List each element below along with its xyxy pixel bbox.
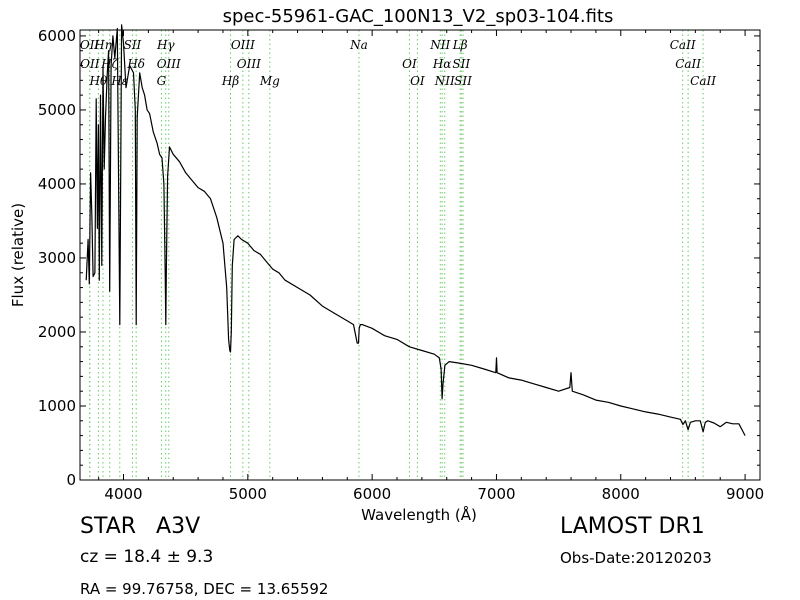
spectrum-line: [85, 24, 746, 436]
line-marker-label: OII: [80, 57, 100, 71]
line-marker-label: Hε: [110, 74, 128, 88]
line-marker-label: Na: [349, 38, 368, 52]
line-marker-label: OIII: [157, 57, 181, 71]
redshift-line: cz = 18.4 ± 9.3: [80, 547, 213, 567]
line-marker-label: G: [157, 74, 167, 88]
line-marker-label: SII: [452, 57, 470, 71]
cz-value: cz = 18.4: [80, 547, 162, 567]
line-marker-label: SII: [454, 74, 472, 88]
line-marker-label: NII: [434, 74, 455, 88]
spectral-line-labels: OIIOIIHθHηHζHεSIIHδGHγOIIIHβOIIIOIIIMgNa…: [80, 38, 716, 88]
y-tick-label: 3000: [38, 249, 76, 267]
y-tick-label: 1000: [38, 397, 76, 415]
x-tick-label: 5000: [229, 485, 267, 503]
object-subclass: A3V: [156, 514, 201, 539]
y-tick-label: 5000: [38, 101, 76, 119]
x-tick-label: 7000: [477, 485, 515, 503]
line-marker-label: CaII: [670, 38, 696, 52]
line-marker-label: OIII: [237, 57, 261, 71]
line-marker-label: Lβ: [452, 38, 468, 52]
object-class: STAR: [80, 514, 137, 539]
object-class-line: STAR A3V: [80, 514, 200, 539]
obs-date: Obs-Date:20120203: [560, 549, 712, 567]
line-marker-label: Hη: [93, 38, 112, 52]
line-marker-label: Hβ: [221, 74, 239, 88]
line-marker-label: SII: [124, 38, 142, 52]
line-marker-label: Mg: [259, 74, 280, 88]
spectral-line-markers: [89, 30, 704, 480]
x-tick-label: 6000: [353, 485, 391, 503]
line-marker-label: OII: [80, 38, 100, 52]
line-marker-label: NII: [429, 38, 450, 52]
y-tick-label: 0: [66, 471, 76, 489]
axis-ticks: 4000 5000 6000 7000 8000 9000 0 1000 2000 3000 400…: [38, 27, 764, 503]
line-marker-label: Hθ: [89, 74, 108, 88]
line-marker-label: OI: [402, 57, 417, 71]
x-tick-label: 9000: [726, 485, 764, 503]
y-axis-label: Flux (relative): [9, 203, 27, 307]
x-axis-label: Wavelength (Å): [361, 505, 477, 524]
line-marker-label: Hα: [432, 57, 452, 71]
line-marker-label: Hγ: [156, 38, 175, 52]
y-tick-label: 6000: [38, 27, 76, 45]
cz-error: ± 9.3: [166, 547, 214, 567]
plot-frame: [79, 29, 761, 481]
line-marker-label: OIII: [231, 38, 255, 52]
y-tick-label: 4000: [38, 175, 76, 193]
line-marker-label: OI: [410, 74, 425, 88]
line-marker-label: CaII: [690, 74, 716, 88]
line-marker-label: Hζ: [100, 57, 119, 71]
survey-name: LAMOST DR1: [560, 514, 705, 539]
line-marker-label: CaII: [675, 57, 701, 71]
chart-title: spec-55961-GAC_100N13_V2_sp03-104.fits: [223, 6, 614, 27]
coordinates: RA = 99.76758, DEC = 13.65592: [80, 580, 329, 598]
x-tick-label: 4000: [104, 485, 142, 503]
y-tick-label: 2000: [38, 323, 76, 341]
x-tick-label: 8000: [602, 485, 640, 503]
